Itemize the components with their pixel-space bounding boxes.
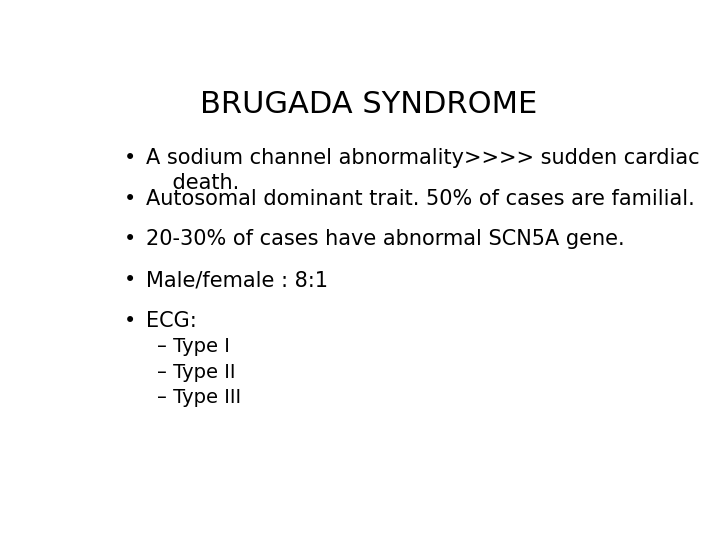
Text: Autosomal dominant trait. 50% of cases are familial.: Autosomal dominant trait. 50% of cases a… bbox=[145, 188, 695, 208]
Text: ECG:: ECG: bbox=[145, 311, 197, 331]
Text: BRUGADA SYNDROME: BRUGADA SYNDROME bbox=[200, 90, 538, 119]
Text: Male/female : 8:1: Male/female : 8:1 bbox=[145, 270, 328, 290]
Text: – Type II: – Type II bbox=[157, 362, 235, 382]
Text: – Type I: – Type I bbox=[157, 337, 230, 356]
Text: – Type III: – Type III bbox=[157, 388, 241, 407]
Text: •: • bbox=[124, 270, 136, 290]
Text: A sodium channel abnormality>>>> sudden cardiac
    death.: A sodium channel abnormality>>>> sudden … bbox=[145, 148, 699, 193]
Text: •: • bbox=[124, 148, 136, 168]
Text: 20-30% of cases have abnormal SCN5A gene.: 20-30% of cases have abnormal SCN5A gene… bbox=[145, 230, 624, 249]
Text: •: • bbox=[124, 230, 136, 249]
Text: •: • bbox=[124, 188, 136, 208]
Text: •: • bbox=[124, 311, 136, 331]
